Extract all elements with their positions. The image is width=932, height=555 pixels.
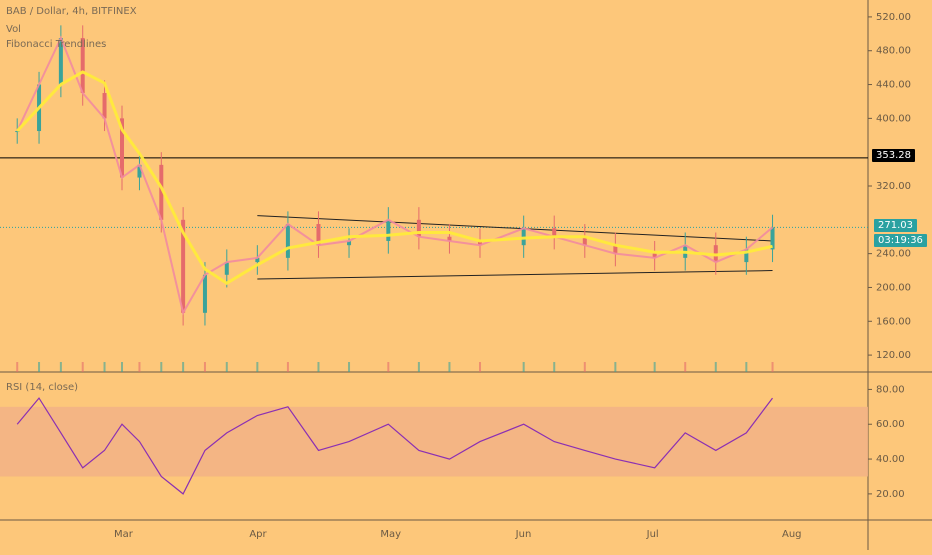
time-tick-label: Jun [515, 529, 532, 540]
volume-bar [317, 362, 320, 372]
price-tick-label: 440.00 [876, 80, 911, 91]
volume-bar [103, 362, 106, 372]
volume-bar [583, 362, 586, 372]
volume-bar [16, 362, 19, 372]
price-candle-body [652, 253, 657, 258]
volume-bar [38, 362, 41, 372]
price-candle-body [181, 219, 186, 313]
volume-bar [59, 362, 62, 372]
volume-bar [121, 362, 123, 372]
rsi-tick-label: 20.00 [876, 489, 905, 500]
volume-legend: Vol [6, 24, 21, 35]
volume-bar [387, 362, 390, 372]
volume-bar [138, 362, 141, 372]
price-candle-body [102, 93, 107, 119]
price-tick-label: 160.00 [876, 316, 911, 327]
price-candle-body [120, 118, 124, 178]
price-candle-body [447, 236, 452, 241]
price-tick-label: 480.00 [876, 46, 911, 57]
time-tick-label: Jul [646, 529, 659, 540]
rsi-tick-label: 40.00 [876, 454, 905, 465]
price-candle-body [58, 38, 63, 85]
time-tick-label: Mar [114, 529, 134, 540]
volume-bar [417, 362, 420, 372]
time-tick-label: May [380, 529, 401, 540]
volume-bar [256, 362, 259, 372]
indicator-legend: Fibonacci Trendlines [6, 39, 107, 50]
volume-bar [522, 362, 525, 372]
price-candle-body [478, 240, 483, 246]
volume-bar [653, 362, 656, 372]
price-candle-body [285, 224, 290, 258]
volume-bar [714, 362, 717, 372]
price-tick-label: 120.00 [876, 350, 911, 361]
price-tick-label: 240.00 [876, 249, 911, 260]
price-candle-body [137, 164, 142, 178]
volume-bar [225, 362, 228, 372]
rsi-legend: RSI (14, close) [6, 382, 79, 393]
volume-bar [614, 362, 617, 372]
volume-bar [745, 362, 748, 372]
price-candle-body [202, 274, 207, 313]
price-candle-body [15, 131, 20, 133]
trendline-1[interactable] [257, 215, 773, 242]
price-candle-body [770, 227, 775, 250]
price-candle-body [582, 236, 587, 246]
volume-bar [203, 362, 206, 372]
trendline-2[interactable] [257, 270, 773, 280]
price-candle-body [347, 240, 352, 246]
moving-average-line [16, 70, 773, 285]
time-tick-label: Aug [782, 529, 802, 540]
price-candle-body [744, 249, 749, 263]
volume-bar [182, 362, 185, 372]
price-tick-label: 400.00 [876, 113, 911, 124]
symbol-legend: BAB / Dollar, 4h, BITFINEX [6, 6, 137, 17]
price-candle-body [80, 38, 85, 93]
rsi-tick-label: 80.00 [876, 384, 905, 395]
price-tick-label: 320.00 [876, 181, 911, 192]
volume-bar [160, 362, 163, 372]
volume-bar [286, 362, 289, 372]
volume-bar [348, 362, 351, 372]
price-candle-body [416, 219, 421, 237]
price-tick-label: 520.00 [876, 12, 911, 23]
horizontal-level-tag: 353.28 [872, 149, 915, 162]
price-series-line [16, 35, 774, 316]
volume-bar [479, 362, 482, 372]
volume-bar [448, 362, 451, 372]
price-candle-body [613, 245, 618, 254]
rsi-tick-label: 60.00 [876, 419, 905, 430]
price-candle-body [255, 257, 260, 263]
time-tick-label: Apr [249, 529, 267, 540]
rsi-band [0, 406, 868, 477]
volume-bar [81, 362, 84, 372]
price-candle-body [159, 164, 164, 220]
price-candle-body [552, 228, 557, 237]
price-candle-body [224, 262, 229, 275]
volume-bar [684, 362, 687, 372]
last-price-tag: 271.03 [874, 219, 917, 232]
countdown-tag: 03:19:36 [874, 234, 927, 247]
price-candle-body [316, 224, 321, 246]
price-tick-label: 200.00 [876, 282, 911, 293]
volume-bar [771, 362, 774, 372]
volume-bar [553, 362, 556, 372]
rsi-line [16, 397, 773, 495]
price-candle-body [386, 219, 391, 241]
